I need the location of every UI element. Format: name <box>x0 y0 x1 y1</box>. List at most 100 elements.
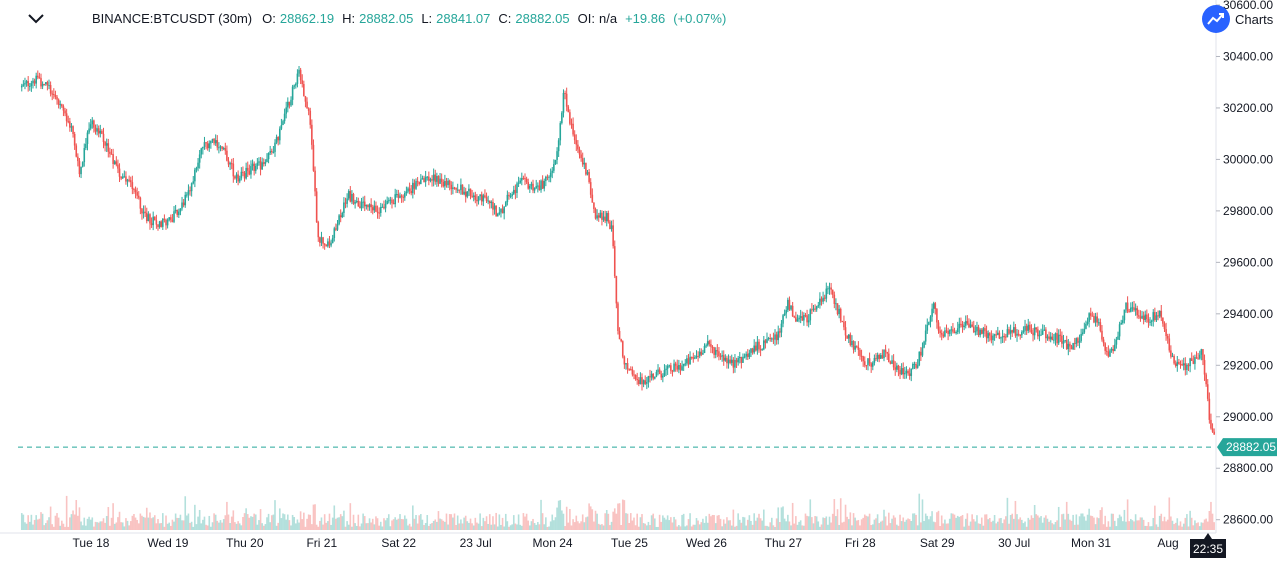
volume-bar <box>1112 513 1114 530</box>
volume-bar <box>506 521 509 530</box>
volume-bar <box>216 520 219 530</box>
candle-body <box>847 334 850 339</box>
volume-bar <box>533 523 536 530</box>
candle-body <box>219 146 222 148</box>
candle-body <box>394 194 396 205</box>
candle-body <box>944 330 946 337</box>
candle-body <box>355 200 358 203</box>
volume-bar <box>49 506 52 530</box>
volume-bar <box>554 517 557 530</box>
volume-bar <box>655 526 658 530</box>
candle-body <box>1016 333 1018 336</box>
volume-bar <box>314 504 316 530</box>
volume-bar <box>508 526 510 530</box>
volume-bar <box>1043 517 1046 530</box>
volume-bar <box>1053 524 1055 530</box>
volume-bar <box>663 517 666 530</box>
volume-bar <box>1154 505 1156 530</box>
volume-bar <box>173 521 175 530</box>
candle-body <box>285 107 288 114</box>
volume-bar <box>880 521 882 530</box>
volume-bar <box>556 507 558 530</box>
candle-body <box>1061 335 1063 344</box>
volume-bar <box>86 518 89 530</box>
volume-bar <box>1165 521 1167 530</box>
candle-body <box>62 106 65 111</box>
candle-body <box>197 162 199 169</box>
candle-body <box>456 189 459 191</box>
candle-body <box>444 181 446 187</box>
volume-bar <box>206 525 209 530</box>
candle-body <box>605 213 608 222</box>
volume-bar <box>319 520 321 530</box>
volume-bar <box>410 526 413 530</box>
candle-body <box>573 134 576 141</box>
volume-bar <box>1192 525 1195 530</box>
volume-bar <box>490 524 493 530</box>
volume-bar <box>564 526 566 530</box>
volume-bar <box>152 517 154 530</box>
volume-bar <box>243 513 246 530</box>
candle-body <box>237 174 239 182</box>
volume-bar <box>1032 517 1034 530</box>
volume-bar <box>224 515 227 530</box>
volume-bar <box>913 513 916 530</box>
volume-bar <box>487 523 489 530</box>
volume-bar <box>386 517 388 530</box>
volume-bar <box>561 510 563 530</box>
candle-body <box>248 170 251 175</box>
candle-body <box>662 375 664 378</box>
volume-bar <box>1021 519 1023 530</box>
candle-body <box>373 205 376 211</box>
volume-bar <box>721 526 723 530</box>
symbol-label[interactable]: BINANCE:BTCUSDT (30m) <box>92 11 253 26</box>
volume-bar <box>1001 523 1004 530</box>
volume-bar <box>147 517 150 530</box>
volume-bar <box>876 514 879 530</box>
candle-body <box>46 82 49 86</box>
candle-body <box>153 216 156 221</box>
candle-body <box>162 218 164 227</box>
candle-body <box>613 246 616 277</box>
candle-body <box>580 154 582 159</box>
candle-body <box>357 200 360 207</box>
candle-body <box>955 332 957 334</box>
brand[interactable]: Charts <box>1202 4 1273 34</box>
candle-body <box>727 359 730 364</box>
chevron-down-icon[interactable] <box>26 10 46 28</box>
candle-body <box>916 365 919 368</box>
volume-bar <box>129 521 132 530</box>
volume-bar <box>99 521 102 530</box>
candle-body <box>945 330 948 332</box>
candle-body <box>766 338 768 343</box>
volume-bar <box>825 516 828 530</box>
candle-body <box>1029 324 1031 330</box>
volume-bar <box>376 518 379 530</box>
volume-bar <box>891 518 893 530</box>
candle-body <box>421 178 424 180</box>
volume-bar <box>979 523 981 530</box>
volume-bar <box>726 517 728 530</box>
volume-bar <box>1008 523 1010 530</box>
volume-bar <box>387 514 390 530</box>
candle-body <box>290 99 292 106</box>
candle-body <box>871 362 874 367</box>
volume-bar <box>607 513 610 530</box>
volume-bar <box>343 510 345 530</box>
close-value: 28882.05 <box>515 11 570 26</box>
volume-bar <box>671 522 674 530</box>
volume-bar <box>118 511 121 530</box>
candle-body <box>503 206 505 214</box>
time-tick-label: Fri 21 <box>306 536 337 550</box>
volume-bar <box>447 524 449 530</box>
candle-body <box>791 305 794 317</box>
volume-bar <box>290 525 292 530</box>
candle-body <box>1144 314 1147 320</box>
candle-body <box>543 180 546 189</box>
volume-bar <box>801 525 804 530</box>
volume-bar <box>899 514 901 530</box>
volume-bar <box>460 519 462 530</box>
candle-body <box>702 353 704 355</box>
